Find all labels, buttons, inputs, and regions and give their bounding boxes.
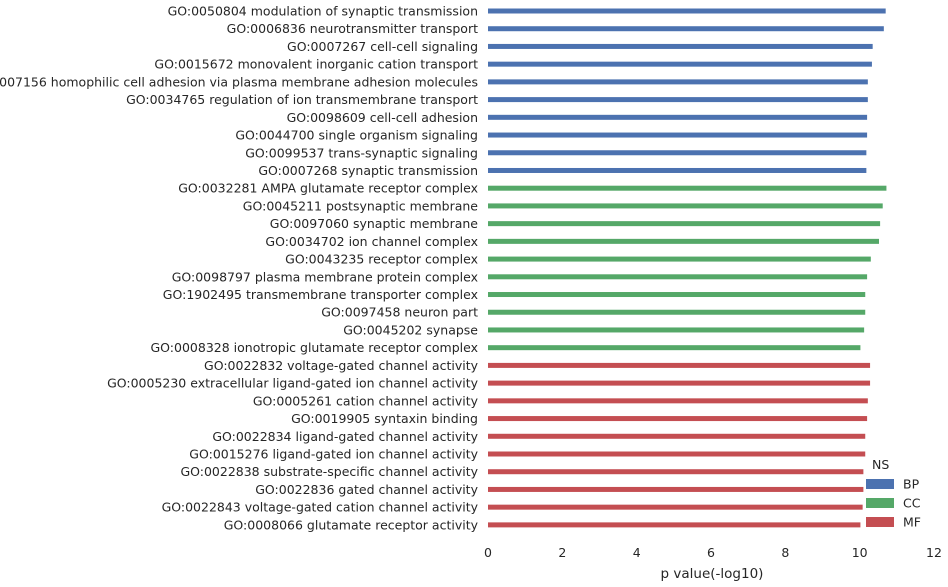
bar-bp bbox=[488, 79, 868, 85]
x-tick-label: 2 bbox=[558, 545, 566, 560]
x-tick-label: 8 bbox=[781, 545, 789, 560]
legend-swatch-bp bbox=[866, 479, 894, 489]
category-label: GO:0022834 ligand-gated channel activity bbox=[212, 429, 478, 444]
bar-mf bbox=[488, 504, 863, 510]
bar-bp bbox=[488, 97, 868, 103]
category-label: GO:0015276 ligand-gated ion channel acti… bbox=[189, 447, 478, 462]
legend-title: NS bbox=[872, 457, 889, 472]
category-label: GO:0015672 monovalent inorganic cation t… bbox=[154, 57, 478, 72]
x-tick-label: 12 bbox=[926, 545, 942, 560]
bar-cc bbox=[488, 238, 879, 244]
category-label: GO:0097458 neuron part bbox=[321, 305, 478, 320]
category-label: GO:0022838 substrate-specific channel ac… bbox=[180, 464, 478, 479]
bar-bp bbox=[488, 114, 868, 120]
category-label: GO:0098609 cell-cell adhesion bbox=[287, 110, 478, 125]
category-label: GO:0043235 receptor complex bbox=[285, 252, 478, 267]
bar-bp bbox=[488, 132, 868, 138]
category-label: GO:0007268 synaptic transmission bbox=[258, 163, 478, 178]
category-label: GO:0019905 syntaxin binding bbox=[291, 411, 478, 426]
category-label: GO:0097060 synaptic membrane bbox=[270, 216, 479, 231]
legend-label: BP bbox=[903, 477, 920, 492]
legend-swatch-cc bbox=[866, 498, 894, 508]
category-label: GO:0032281 AMPA glutamate receptor compl… bbox=[178, 181, 478, 196]
category-label: GO:0034765 regulation of ion transmembra… bbox=[126, 92, 478, 107]
bar-cc bbox=[488, 203, 883, 209]
x-tick-label: 4 bbox=[633, 545, 641, 560]
category-label: GO:0008328 ionotropic glutamate receptor… bbox=[151, 340, 479, 355]
bar-mf bbox=[488, 469, 864, 475]
bar-cc bbox=[488, 292, 866, 298]
bar-mf bbox=[488, 416, 868, 422]
x-axis: 0 2 4 6 8 10 12 bbox=[484, 545, 942, 560]
bar-bp bbox=[488, 26, 884, 32]
bar-mf bbox=[488, 398, 868, 404]
bar-mf bbox=[488, 433, 866, 439]
x-axis-title: p value(-log10) bbox=[661, 566, 764, 582]
bar-bp bbox=[488, 8, 886, 14]
bar-mf bbox=[488, 451, 866, 457]
bar-bp bbox=[488, 150, 867, 156]
category-label: GO:0045211 postsynaptic membrane bbox=[243, 198, 479, 213]
bar-mf bbox=[488, 486, 864, 492]
category-label: GO:0045202 synapse bbox=[343, 322, 478, 337]
x-tick-label: 10 bbox=[852, 545, 868, 560]
bar-cc bbox=[488, 274, 868, 280]
category-label: GO:0098797 plasma membrane protein compl… bbox=[172, 269, 478, 284]
category-label: GO:0006836 neurotransmitter transport bbox=[227, 21, 478, 36]
legend-label: CC bbox=[903, 496, 921, 511]
bar-cc bbox=[488, 185, 887, 191]
legend-swatch-mf bbox=[866, 517, 894, 527]
bar-cc bbox=[488, 256, 871, 262]
category-label: GO:0008066 glutamate receptor activity bbox=[224, 517, 479, 532]
category-label: GO:0007156 homophilic cell adhesion via … bbox=[0, 74, 478, 89]
bar-cc bbox=[488, 327, 865, 333]
x-tick-label: 6 bbox=[707, 545, 715, 560]
category-label: GO:1902495 transmembrane transporter com… bbox=[163, 287, 478, 302]
bar-mf bbox=[488, 380, 871, 386]
bars-layer bbox=[488, 8, 887, 528]
bar-cc bbox=[488, 221, 881, 227]
category-label: GO:0022832 voltage-gated channel activit… bbox=[204, 358, 479, 373]
bar-bp bbox=[488, 43, 873, 49]
bar-mf bbox=[488, 362, 871, 368]
category-label: GO:0034702 ion channel complex bbox=[265, 234, 478, 249]
category-label: GO:0050804 modulation of synaptic transm… bbox=[168, 4, 478, 19]
category-label: GO:0099537 trans-synaptic signaling bbox=[245, 145, 478, 160]
category-label: GO:0007267 cell-cell signaling bbox=[287, 39, 478, 54]
category-label: GO:0044700 single organism signaling bbox=[235, 128, 478, 143]
category-label: GO:0005230 extracellular ligand-gated io… bbox=[107, 376, 479, 391]
bar-bp bbox=[488, 61, 872, 67]
bar-mf bbox=[488, 522, 861, 528]
category-label: GO:0022843 voltage-gated cation channel … bbox=[162, 500, 479, 515]
legend-label: MF bbox=[903, 515, 921, 530]
x-tick-label: 0 bbox=[484, 545, 492, 560]
category-label: GO:0022836 gated channel activity bbox=[255, 482, 478, 497]
bar-cc bbox=[488, 309, 866, 315]
bar-bp bbox=[488, 167, 867, 173]
category-label: GO:0005261 cation channel activity bbox=[253, 393, 479, 408]
legend: NS BP CC MF bbox=[866, 457, 921, 530]
category-labels: GO:0050804 modulation of synaptic transm… bbox=[0, 4, 479, 533]
bar-cc bbox=[488, 345, 861, 351]
